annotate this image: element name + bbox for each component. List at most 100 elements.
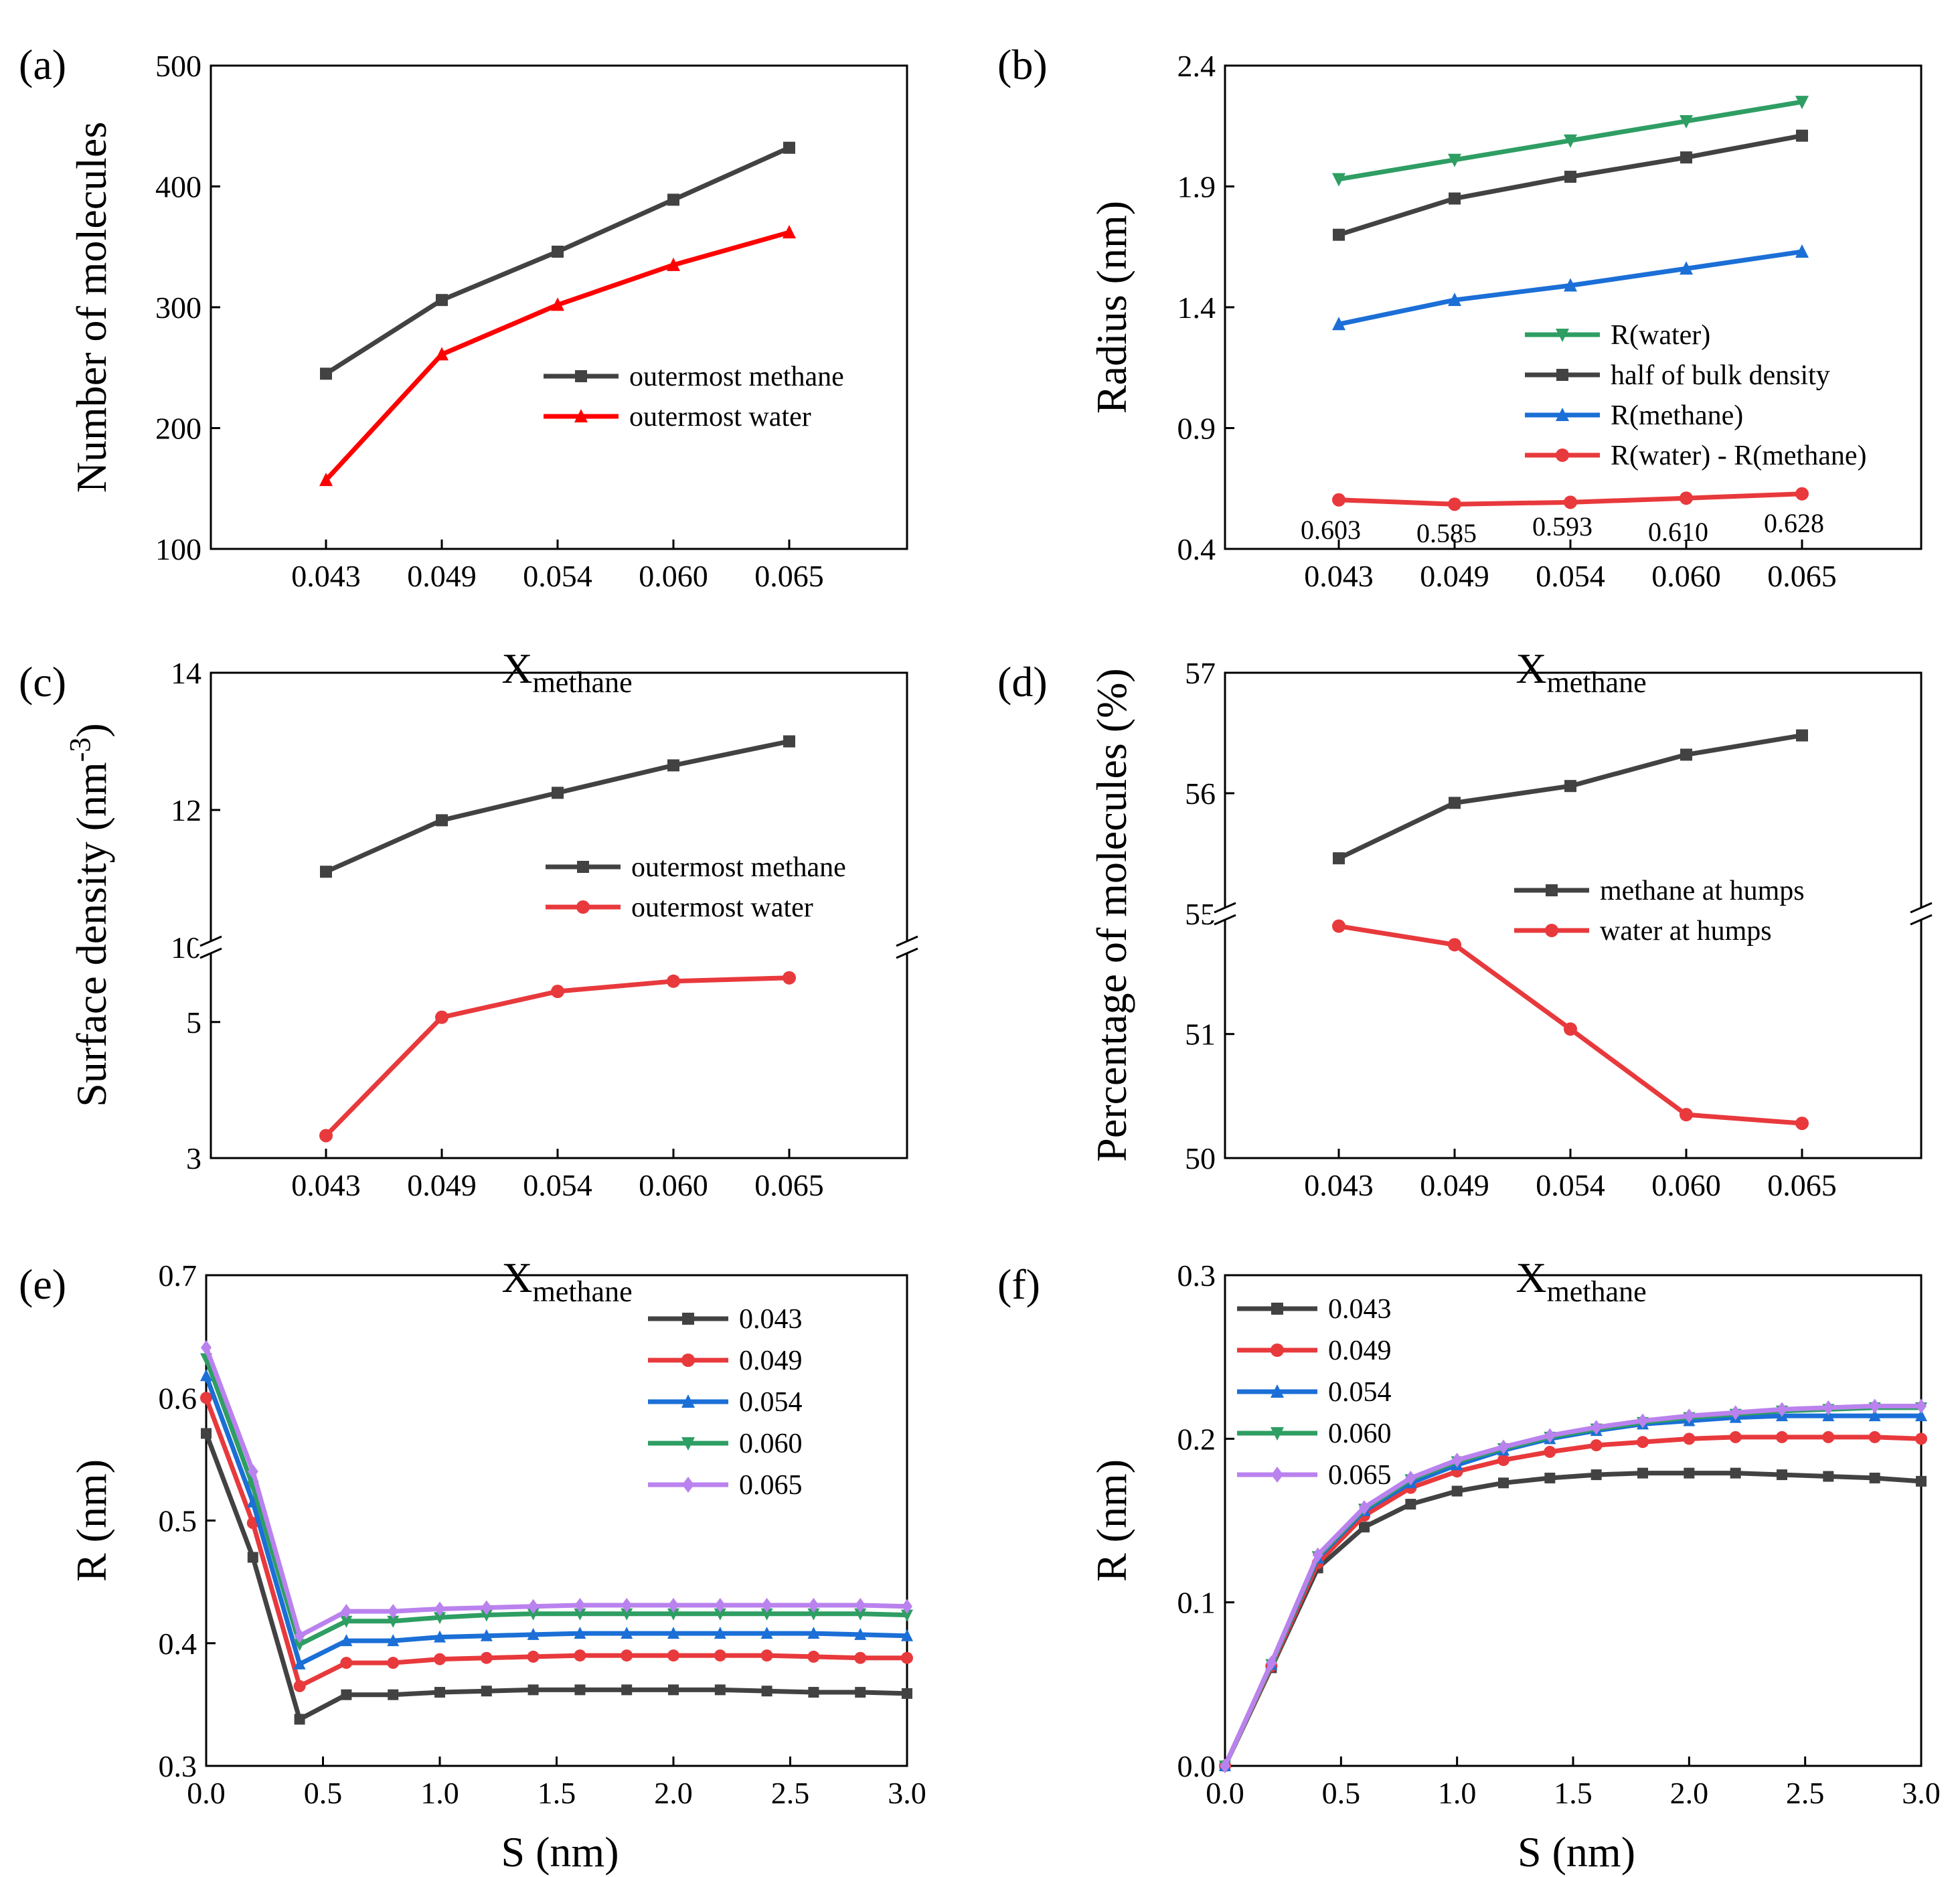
data-point [1590, 1439, 1603, 1452]
data-point [783, 225, 796, 239]
series-line [1337, 133, 1803, 238]
data-point [574, 1597, 586, 1613]
data-point [480, 1651, 493, 1664]
series-outermost-water [319, 225, 796, 487]
legend-label: 0.043 [1328, 1294, 1392, 1325]
data-point [434, 1630, 446, 1643]
data-point [1730, 1405, 1741, 1420]
x-tick-label: 0.049 [1420, 559, 1489, 593]
y-tick-label: 56 [1185, 777, 1216, 811]
data-point [341, 1689, 352, 1700]
y-axis-title: Percentage of molecules (%) [1088, 668, 1135, 1161]
x-tick-label: 0.054 [1536, 1168, 1605, 1202]
y-tick-label: 57 [1185, 656, 1216, 690]
data-point [760, 1627, 773, 1639]
data-point [854, 1627, 867, 1640]
data-point [1680, 151, 1692, 164]
x-tick-label: 0.5 [1322, 1776, 1361, 1810]
legend-marker [577, 861, 589, 873]
axis-break-mark [1910, 902, 1933, 914]
data-point [481, 1600, 492, 1615]
data-point [1683, 1433, 1696, 1445]
data-point [1777, 1402, 1787, 1417]
x-tick-label: 0.060 [639, 1168, 708, 1202]
data-point [1796, 729, 1808, 742]
x-axis-title: S (nm) [501, 1828, 619, 1876]
legend-marker [681, 1394, 695, 1408]
data-point [341, 1604, 352, 1619]
data-point [387, 1657, 400, 1669]
y-tick-label: 200 [155, 412, 201, 446]
y-axis-title: R (nm) [68, 1459, 115, 1582]
data-point [1564, 780, 1576, 793]
series-line [325, 145, 791, 376]
data-point [1684, 1408, 1695, 1424]
data-point [1405, 1470, 1416, 1485]
data-point [902, 1599, 912, 1614]
data-point [481, 1686, 492, 1697]
data-point [1795, 487, 1809, 501]
data-point [1869, 1472, 1880, 1483]
data-point [1332, 173, 1345, 187]
series-line [203, 1433, 908, 1722]
legend-label: 0.060 [739, 1429, 803, 1459]
data-point [247, 1464, 258, 1479]
data-point [1915, 1433, 1927, 1445]
legend-label: R(water) - R(methane) [1611, 440, 1867, 471]
y-axis-title: Number of molecules [68, 122, 115, 493]
data-point [1405, 1499, 1416, 1510]
legend-label: R(methane) [1611, 400, 1743, 431]
data-point [667, 1627, 679, 1639]
series-0-065 [1220, 1398, 1927, 1773]
x-tick-label: 0.065 [754, 559, 824, 593]
data-point [200, 1369, 212, 1382]
y-tick-label: 0.1 [1177, 1586, 1216, 1620]
data-point [1220, 1759, 1230, 1773]
axis-break-mark [199, 935, 222, 947]
y-axis-title: Surface density (nm-3) [64, 723, 115, 1107]
x-tick-label: 0.054 [1536, 559, 1605, 593]
y-tick-label: 0.2 [1177, 1422, 1216, 1456]
axis-break-gap [892, 941, 922, 954]
data-point [854, 1651, 867, 1664]
data-point [1448, 293, 1461, 307]
x-tick-label: 0.065 [754, 1168, 824, 1202]
data-point [783, 971, 796, 985]
data-point [1684, 1467, 1695, 1479]
data-point [294, 1628, 305, 1643]
series-line [1337, 733, 1803, 861]
axis-break-mark [896, 935, 918, 947]
x-tick-label: 2.5 [1786, 1776, 1825, 1810]
data-point [1498, 1477, 1509, 1489]
series-0-043 [1220, 1467, 1927, 1771]
data-point [1564, 1022, 1577, 1036]
data-point [1729, 1431, 1742, 1443]
data-point [1497, 1454, 1509, 1467]
data-point [436, 294, 448, 307]
data-point [1544, 1428, 1556, 1443]
data-point [621, 1608, 633, 1621]
y-tick-label: 100 [155, 532, 201, 566]
y-tick-label: 0.4 [159, 1627, 197, 1661]
y-tick-label: 0.3 [159, 1749, 197, 1783]
data-point [783, 735, 795, 748]
x-tick-label: 0.065 [1767, 1168, 1837, 1202]
y-tick-label: 0.5 [159, 1504, 197, 1538]
legend-label: outermost water [631, 892, 813, 923]
data-point [574, 1608, 586, 1621]
y-tick-label: 1.9 [1177, 170, 1216, 204]
data-point [1776, 1431, 1788, 1443]
data-point [201, 1340, 212, 1356]
data-point [1637, 1467, 1648, 1479]
y-tick-label: 0.4 [1177, 532, 1216, 566]
data-point [1915, 1409, 1927, 1422]
data-point [527, 1599, 539, 1614]
panel-a: 100 200 300 400 500 0.043 0.049 0.054 0.060 0.065… [19, 41, 908, 699]
data-point [667, 759, 679, 772]
data-point [387, 1615, 400, 1628]
y-tick-label: 0.6 [159, 1381, 197, 1415]
legend-label: 0.054 [1328, 1377, 1392, 1408]
series-0-054 [200, 1369, 913, 1669]
data-point [1795, 1117, 1809, 1131]
legend-label: 0.065 [739, 1470, 803, 1501]
